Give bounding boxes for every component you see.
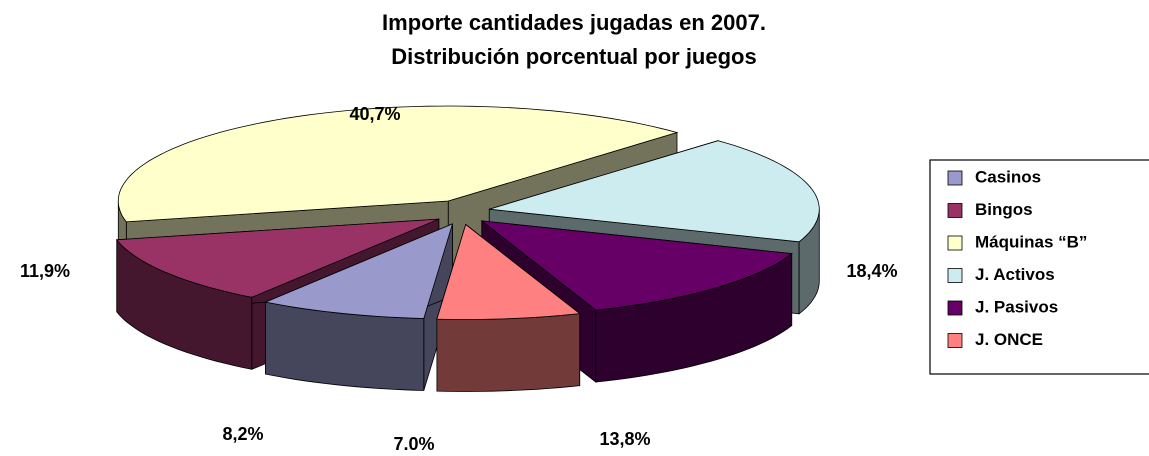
data-label: 18,4% — [846, 261, 897, 281]
legend-swatch — [947, 203, 963, 218]
slice — [436, 223, 581, 320]
legend-swatch — [947, 235, 963, 251]
slice — [117, 105, 679, 223]
chart-title: Distribución porcentual por juegos — [391, 44, 756, 69]
slice — [116, 218, 439, 298]
legend: Casinos Bingos Máquinas “B” J. Activos J. Pa… — [947, 167, 1087, 349]
chart-title: Importe cantidades jugadas en 2007. — [382, 10, 766, 35]
slice-wall — [436, 313, 581, 392]
slice — [264, 223, 454, 319]
legend-label: J. Activos — [975, 265, 1055, 284]
legend-label: J. ONCE — [975, 330, 1043, 349]
legend-label: Bingos — [975, 200, 1033, 219]
data-label: 7.0% — [393, 434, 434, 454]
legend-swatch — [947, 268, 963, 283]
slice — [489, 140, 820, 243]
legend-swatch — [947, 300, 963, 316]
legend-box — [929, 159, 1149, 375]
legend-label: J. Pasivos — [975, 297, 1058, 316]
data-label: 40,7% — [349, 104, 400, 124]
slice — [480, 220, 793, 311]
legend-label: Casinos — [975, 167, 1041, 186]
pie — [116, 105, 820, 392]
legend-swatch — [947, 333, 963, 348]
legend-label: Máquinas “B” — [975, 232, 1087, 251]
data-label: 11,9% — [20, 261, 70, 281]
data-label: 8,2% — [222, 424, 263, 444]
legend-swatch — [947, 170, 963, 186]
data-label: 13,8% — [599, 429, 650, 449]
